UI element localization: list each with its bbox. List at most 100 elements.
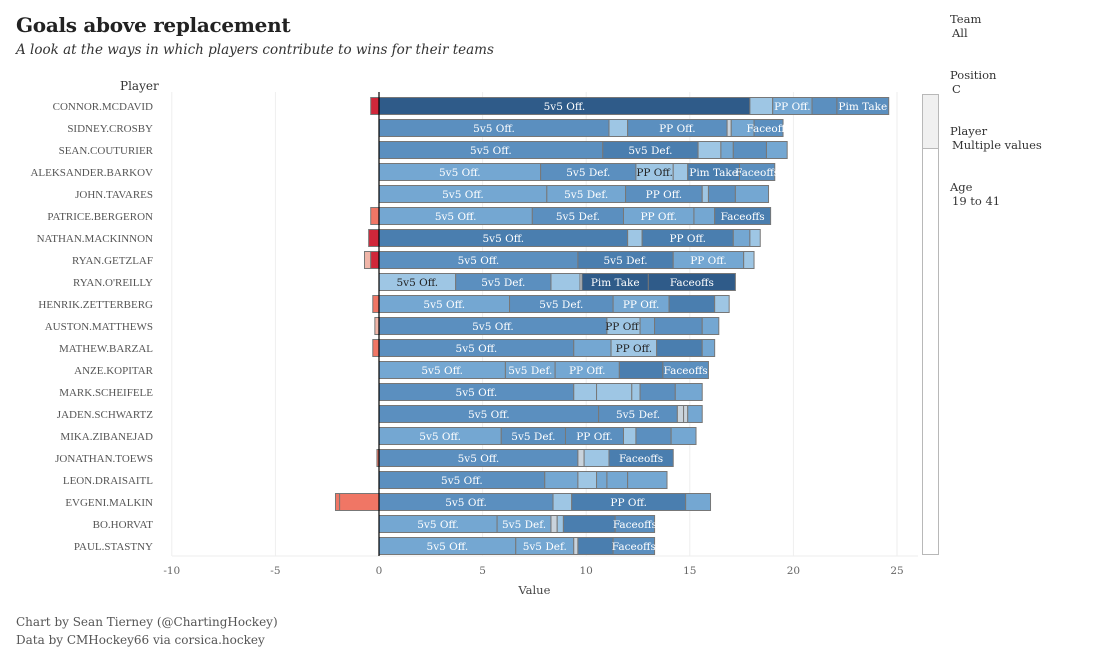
bar-segment[interactable] [647,273,736,291]
bar-segment[interactable] [596,471,608,489]
bar-segment[interactable] [683,405,689,423]
segment-label: 5v5 Def. [523,541,567,553]
bar-segment[interactable] [556,515,564,533]
bar-segment[interactable] [732,141,767,159]
filter-value[interactable]: 19 to 41 [952,194,1001,208]
bar-segment[interactable] [670,427,697,445]
bar-segment[interactable] [749,229,761,247]
bar-segment[interactable] [734,185,770,203]
bar-segment[interactable] [608,119,629,137]
bar-segment[interactable] [656,339,703,357]
bar-segment[interactable] [685,493,712,511]
player-label: SIDNEY.CROSBY [67,123,153,135]
segment-label: 5v5 Off. [419,431,461,443]
bar-segment[interactable] [701,185,709,203]
bar-segment[interactable] [714,295,730,313]
bar-segment[interactable] [687,405,703,423]
bar-segment[interactable] [672,163,689,181]
filter-age[interactable]: Age 19 to 41 [950,180,1042,208]
bar-segment[interactable] [639,317,656,335]
y-axis-title: Player [120,79,159,93]
bar-segment[interactable] [334,493,341,511]
segment-label: 5v5 Def. [556,211,600,223]
segment-label: Faceoffs [612,541,656,553]
bar-segment[interactable] [339,493,380,511]
bar-segment[interactable] [573,339,612,357]
bar-segment[interactable] [372,295,380,313]
bar-segment[interactable] [631,383,641,401]
bar-segment[interactable] [606,471,629,489]
bar-segment[interactable] [368,229,380,247]
bar-segment[interactable] [577,449,585,467]
bar-segment[interactable] [372,339,380,357]
player-label: AUSTON.MATTHEWS [45,321,153,333]
segment-label: Faceoffs [664,365,708,377]
bar-segment[interactable] [363,251,372,269]
bar-segment[interactable] [732,229,751,247]
bar-segment[interactable] [701,339,716,357]
bar-segment[interactable] [753,119,784,137]
bar-segment[interactable] [550,273,581,291]
bar-segment[interactable] [662,361,709,379]
scrollbar-thumb[interactable] [923,95,938,149]
bar-segment[interactable] [627,229,643,247]
bar-segment[interactable] [614,515,656,533]
filter-team[interactable]: Team All [950,12,1042,40]
filter-label: Age [950,180,973,194]
bar-segment[interactable] [608,449,674,467]
filter-value[interactable]: C [952,82,961,96]
bar-segment[interactable] [749,97,774,115]
filter-player[interactable]: Player Multiple values [950,124,1042,152]
bar-segment[interactable] [573,383,598,401]
bar-segment[interactable] [697,141,722,159]
bar-segment[interactable] [562,515,616,533]
bar-segment[interactable] [635,427,672,445]
bar-segment[interactable] [701,317,720,335]
bar-segment[interactable] [714,207,772,225]
filter-value[interactable]: Multiple values [952,138,1042,152]
player-label: MATHEW.BARZAL [59,343,153,355]
bar-segment[interactable] [612,537,656,555]
bar-segment[interactable] [720,141,734,159]
bar-segment[interactable] [577,537,614,555]
segment-label: Faceoffs [735,167,779,179]
bar-segment[interactable] [726,119,732,137]
bar-segment[interactable] [550,515,558,533]
segment-label: 5v5 Off. [458,255,500,267]
bar-segment[interactable] [693,207,716,225]
bar-segment[interactable] [765,141,788,159]
bar-segment[interactable] [707,185,736,203]
filter-position[interactable]: Position C [950,68,1042,96]
filter-label: Position [950,68,997,82]
bar-segment[interactable] [596,383,633,401]
bar-segment[interactable] [573,537,579,555]
bar-segment[interactable] [370,207,380,225]
filter-label: Team [950,12,982,26]
bar-segment[interactable] [654,317,703,335]
bar-segment[interactable] [577,471,598,489]
x-tick-label: 0 [376,565,383,577]
segment-label: 5v5 Off. [482,233,524,245]
bar-segment[interactable] [676,405,685,423]
bar-segment[interactable] [374,317,380,335]
bar-segment[interactable] [668,295,716,313]
segment-label: PP Off. [646,189,683,201]
chart-scrollbar[interactable] [922,94,939,555]
filter-value[interactable]: All [952,26,968,40]
x-tick-label: 10 [580,565,593,577]
bar-segment[interactable] [370,251,380,269]
bar-segment[interactable] [618,361,664,379]
bar-segment[interactable] [370,97,380,115]
bar-segment[interactable] [552,493,573,511]
bar-segment[interactable] [583,449,610,467]
bar-segment[interactable] [639,383,676,401]
bar-segment[interactable] [544,471,579,489]
segment-label: 5v5 Off. [473,123,515,135]
bar-segment[interactable] [743,251,755,269]
bar-segment[interactable] [811,97,838,115]
bar-segment[interactable] [674,383,703,401]
bar-segment[interactable] [836,97,890,115]
bar-segment[interactable] [627,471,668,489]
bar-segment[interactable] [739,163,776,181]
bar-segment[interactable] [622,427,637,445]
